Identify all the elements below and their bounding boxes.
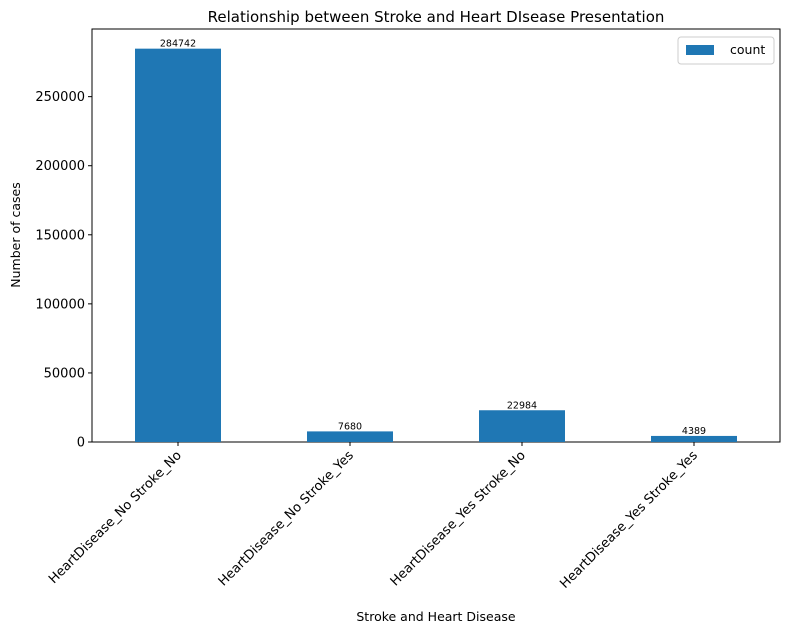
x-axis-label: Stroke and Heart Disease <box>356 609 516 624</box>
x-tick-label: HeartDisease_Yes Stroke_Yes <box>557 448 701 592</box>
legend-frame <box>677 36 775 65</box>
x-tick-label: HeartDisease_Yes Stroke_No <box>388 448 529 589</box>
x-axis: HeartDisease_No Stroke_No HeartDisease_No… <box>46 442 701 592</box>
y-tick-label: 0 <box>77 436 85 451</box>
bar <box>479 410 565 442</box>
bar <box>651 435 737 442</box>
bar-value-label: 22984 <box>507 400 537 411</box>
y-axis: 0 50000 100000 150000 200000 250000 <box>35 90 92 451</box>
y-tick-label: 150000 <box>35 228 85 243</box>
bars <box>135 48 737 443</box>
bar-value-label: 7680 <box>338 421 362 432</box>
plot-area <box>91 28 781 443</box>
y-tick-label: 250000 <box>35 90 85 105</box>
x-tick-label: HeartDisease_No Stroke_Yes <box>216 448 357 589</box>
bar-value-label: 284742 <box>160 39 196 50</box>
bar-value-label: 4389 <box>682 426 706 437</box>
y-tick-label: 50000 <box>44 366 85 381</box>
legend-label-count: count <box>730 42 765 57</box>
x-tick-label: HeartDisease_No Stroke_No <box>46 448 185 587</box>
legend: count <box>677 36 775 65</box>
bar <box>307 431 393 442</box>
legend-swatch <box>686 45 714 55</box>
chart-title: Relationship between Stroke and Heart DI… <box>208 8 665 26</box>
bar <box>135 48 221 443</box>
y-tick-label: 200000 <box>35 159 85 174</box>
y-tick-label: 100000 <box>35 297 85 312</box>
data-labels: 284742 7680 22984 4389 <box>160 39 706 437</box>
y-axis-label: Number of cases <box>8 182 23 287</box>
